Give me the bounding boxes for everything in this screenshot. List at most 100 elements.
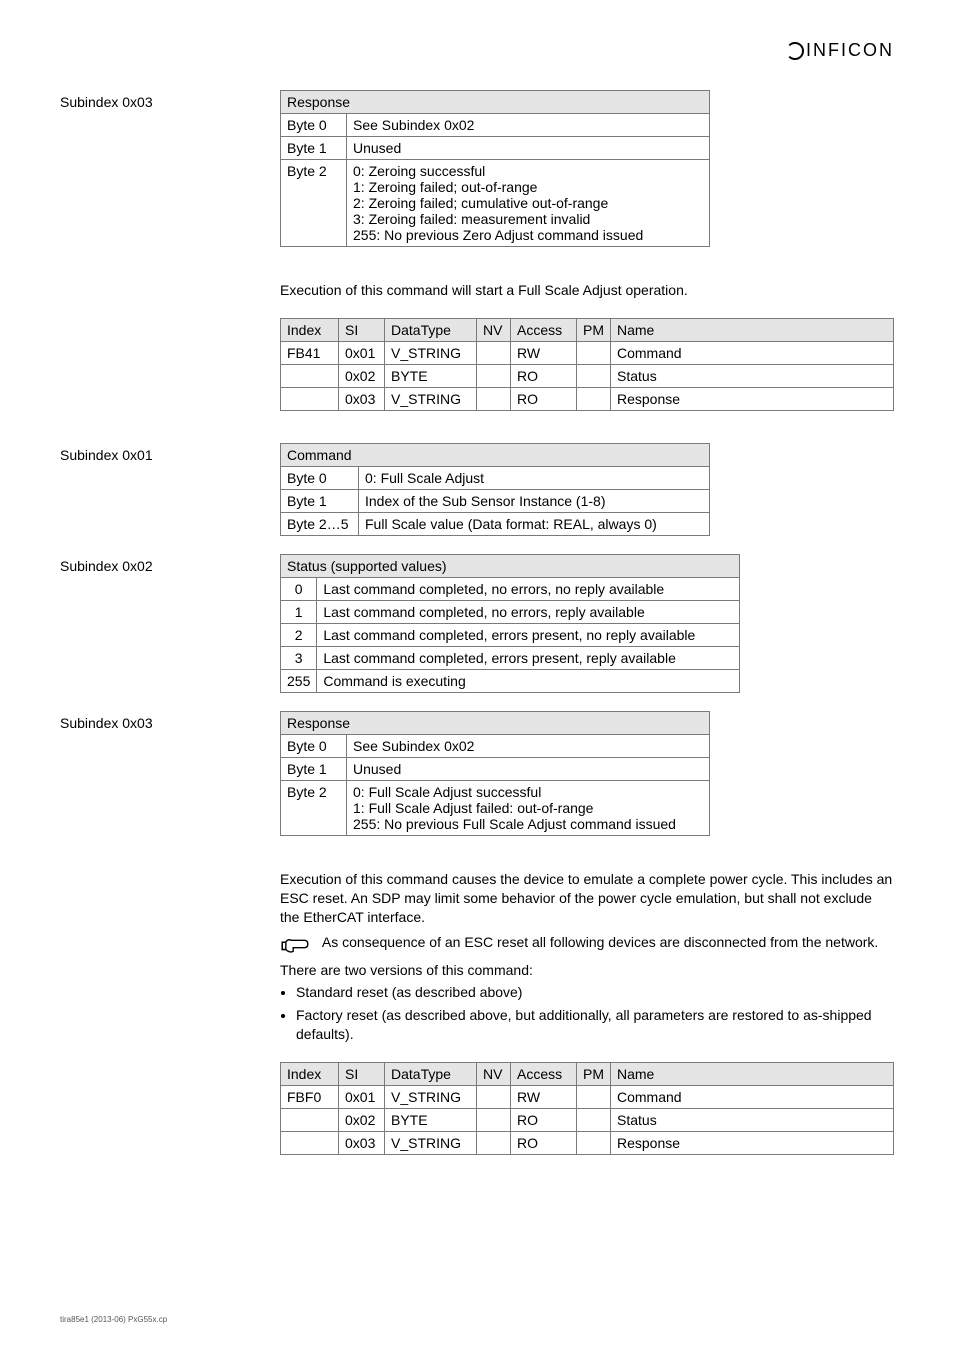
cell: BYTE [385,364,477,387]
cell [281,387,339,410]
line: 1: Zeroing failed; out-of-range [353,179,703,195]
table-header: Response [281,91,710,114]
cell [477,364,511,387]
line: 0: Full Scale Adjust successful [353,784,703,800]
col-header: Name [611,318,894,341]
cell [477,1086,511,1109]
cell: 255 [281,669,317,692]
pointing-hand-icon [280,933,310,955]
cell: 0x01 [339,341,385,364]
cell: Byte 0 [281,466,359,489]
brand-text: INFICON [806,40,894,60]
brand-logo: INFICON [786,40,894,61]
col-header: PM [577,1063,611,1086]
cell: 2 [281,623,317,646]
swirl-icon [786,42,804,60]
cell: V_STRING [385,1086,477,1109]
cell: RW [511,1086,577,1109]
cell [477,387,511,410]
cell: Byte 1 [281,757,347,780]
fb41-table: Index SI DataType NV Access PM Name FB41… [280,318,894,411]
cell: Response [611,1132,894,1155]
cell [477,341,511,364]
cell: V_STRING [385,341,477,364]
subindex-label: Subindex 0x02 [60,554,280,693]
cell: FB41 [281,341,339,364]
cell: See Subindex 0x02 [347,734,710,757]
cell [281,1109,339,1132]
paragraph: Execution of this command will start a F… [280,281,894,300]
col-header: Index [281,318,339,341]
cell: 0x02 [339,364,385,387]
subindex-label: Subindex 0x03 [60,711,280,836]
cell [577,341,611,364]
col-header: NV [477,1063,511,1086]
cell: 0x03 [339,387,385,410]
col-header: Access [511,1063,577,1086]
bullet-list: Standard reset (as described above) Fact… [280,983,894,1044]
cell: Response [611,387,894,410]
command-table: Command Byte 00: Full Scale Adjust Byte … [280,443,710,536]
cell: Full Scale value (Data format: REAL, alw… [359,512,710,535]
cell [281,1132,339,1155]
cell: RW [511,341,577,364]
col-header: Index [281,1063,339,1086]
cell: Unused [347,757,710,780]
col-header: Name [611,1063,894,1086]
cell: 0: Full Scale Adjust [359,466,710,489]
cell: 0 [281,577,317,600]
cell [577,387,611,410]
col-header: Access [511,318,577,341]
col-header: PM [577,318,611,341]
cell: Index of the Sub Sensor Instance (1-8) [359,489,710,512]
cell: Last command completed, no errors, reply… [317,600,740,623]
cell: See Subindex 0x02 [347,114,710,137]
cell: Last command completed, no errors, no re… [317,577,740,600]
cell: Command is executing [317,669,740,692]
cell [577,1109,611,1132]
cell [577,1086,611,1109]
note-text: As consequence of an ESC reset all follo… [322,933,894,952]
cell: V_STRING [385,1132,477,1155]
line: 0: Zeroing successful [353,163,703,179]
line: 255: No previous Full Scale Adjust comma… [353,816,703,832]
col-header: SI [339,1063,385,1086]
cell [281,364,339,387]
response-table-2: Response Byte 0See Subindex 0x02 Byte 1U… [280,711,710,836]
cell [577,1132,611,1155]
cell: 0x02 [339,1109,385,1132]
paragraph: Execution of this command causes the dev… [280,870,894,927]
cell: Status [611,364,894,387]
cell [577,364,611,387]
line: 3: Zeroing failed: measurement invalid [353,211,703,227]
cell: Byte 2…5 [281,512,359,535]
line: 255: No previous Zero Adjust command iss… [353,227,703,243]
footer-text: tira85e1 (2013-06) PxG55x.cp [60,1315,167,1324]
cell: 0: Full Scale Adjust successful 1: Full … [347,780,710,835]
cell: 0x01 [339,1086,385,1109]
cell: FBF0 [281,1086,339,1109]
cell: Byte 0 [281,114,347,137]
cell: Command [611,1086,894,1109]
cell: Byte 1 [281,137,347,160]
cell: RO [511,1132,577,1155]
subindex-label: Subindex 0x01 [60,443,280,536]
cell: V_STRING [385,387,477,410]
cell: RO [511,364,577,387]
cell: RO [511,387,577,410]
cell: Byte 1 [281,489,359,512]
paragraph: There are two versions of this command: [280,961,894,980]
cell: Byte 2 [281,780,347,835]
cell: Unused [347,137,710,160]
table-header: Command [281,443,710,466]
cell: Command [611,341,894,364]
subindex-label: Subindex 0x03 [60,90,280,247]
col-header: DataType [385,1063,477,1086]
list-item: Factory reset (as described above, but a… [296,1006,894,1044]
cell: Byte 0 [281,734,347,757]
cell: 0x03 [339,1132,385,1155]
table-header: Response [281,711,710,734]
list-item: Standard reset (as described above) [296,983,894,1002]
cell [477,1132,511,1155]
fbf0-table: Index SI DataType NV Access PM Name FBF0… [280,1062,894,1155]
